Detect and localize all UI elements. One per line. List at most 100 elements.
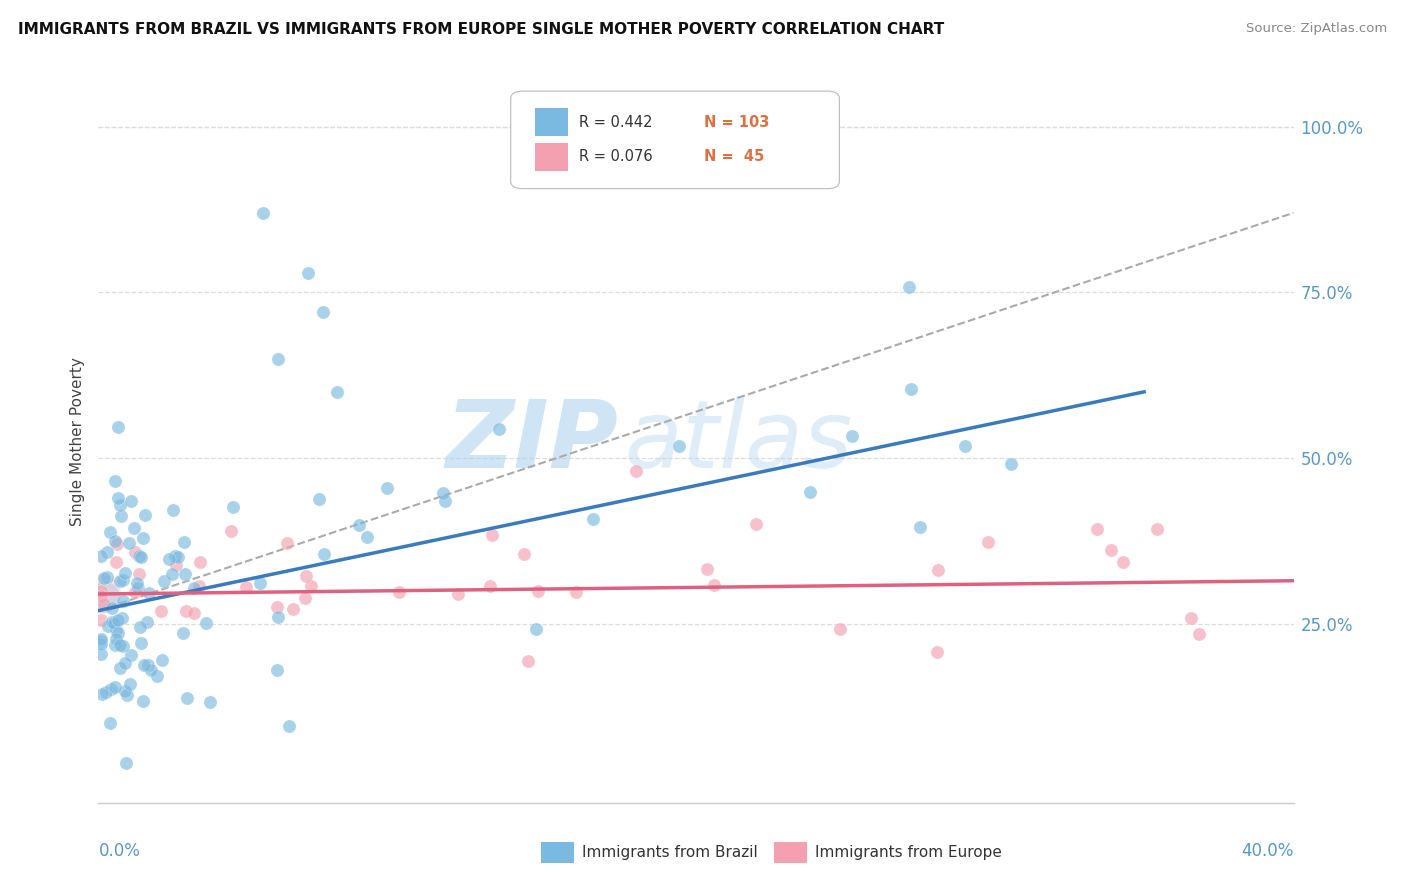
Point [104,474,127,488]
Point [150,604,173,618]
Point [266,663,288,677]
Point [90,633,112,648]
Point [176,691,198,706]
Point [128,549,150,563]
Point [668,439,690,453]
Point [112,573,135,587]
Point [1146,523,1168,537]
Point [1000,457,1022,471]
Text: 0.0%: 0.0% [98,842,141,860]
Point [90,587,112,601]
Point [127,581,149,595]
Point [745,517,768,532]
Point [124,521,146,535]
Point [1085,522,1108,536]
Point [94,685,117,699]
Point [841,429,863,443]
Point [129,549,152,564]
Point [294,591,316,605]
Point [173,535,195,549]
Point [830,622,852,636]
Point [152,574,174,588]
Point [107,613,129,627]
Point [110,508,132,523]
Point [312,547,335,561]
Point [131,531,153,545]
Point [955,439,977,453]
Point [124,544,146,558]
Text: N = 103: N = 103 [704,115,769,129]
Point [90,632,112,646]
Point [125,575,148,590]
Point [90,648,112,662]
Point [93,571,115,585]
Point [897,279,920,293]
Point [114,566,136,580]
Point [277,719,299,733]
Point [235,580,257,594]
Point [138,586,160,600]
Bar [534,143,568,170]
Point [163,549,186,564]
Point [107,625,129,640]
Point [96,570,118,584]
Point [101,615,124,629]
Point [120,677,142,691]
Bar [773,842,807,863]
Point [93,598,115,612]
Point [183,581,205,595]
Point [297,266,319,280]
Point [703,577,725,591]
Point [120,648,142,663]
Point [447,587,470,601]
Point [172,626,194,640]
Point [111,639,134,653]
Bar [541,842,574,863]
Point [104,623,127,637]
Point [135,615,157,629]
Point [104,680,127,694]
Point [356,530,378,544]
Point [349,517,371,532]
Bar [534,109,568,136]
Point [98,524,121,539]
Point [90,549,112,563]
Text: N =  45: N = 45 [704,149,765,164]
Point [105,555,128,569]
Point [90,613,112,627]
Point [104,638,127,652]
Point [311,305,333,319]
Point [136,658,159,673]
Point [799,484,821,499]
Point [1112,555,1135,569]
Point [134,508,156,523]
Point [90,637,112,651]
Point [308,492,330,507]
Point [159,552,181,566]
FancyBboxPatch shape [510,91,839,189]
Point [108,574,131,588]
Point [513,547,536,561]
Point [479,578,502,592]
Point [173,567,195,582]
Point [188,555,211,569]
Point [900,382,922,396]
Point [90,583,112,598]
Point [326,384,349,399]
Point [626,464,648,478]
Point [582,511,605,525]
Point [162,502,184,516]
Point [98,715,121,730]
Point [105,537,128,551]
Point [139,663,162,677]
Point [1099,543,1122,558]
Y-axis label: Single Mother Poverty: Single Mother Poverty [69,357,84,526]
Text: Immigrants from Europe: Immigrants from Europe [815,845,1002,860]
Point [107,491,129,506]
Point [194,616,217,631]
Text: Source: ZipAtlas.com: Source: ZipAtlas.com [1247,22,1388,36]
Point [97,619,120,633]
Text: 40.0%: 40.0% [1241,842,1294,860]
Point [276,536,298,550]
Text: Immigrants from Brazil: Immigrants from Brazil [582,845,758,860]
